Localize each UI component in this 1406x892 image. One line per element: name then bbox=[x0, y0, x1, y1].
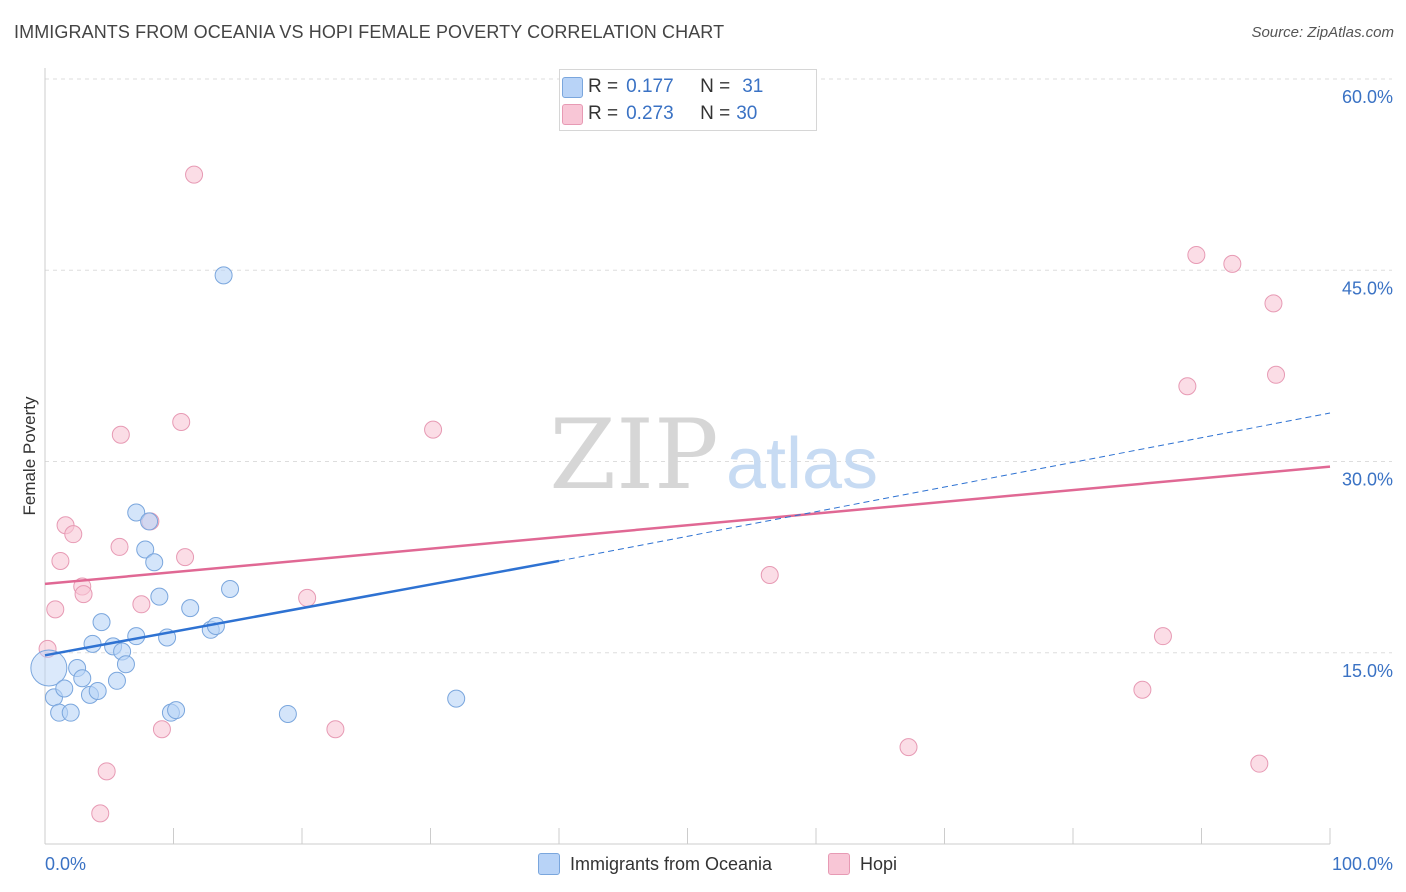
data-point-oceania bbox=[30, 649, 68, 687]
legend-n-value: 30 bbox=[736, 103, 758, 124]
data-point-oceania bbox=[221, 580, 240, 598]
chart-title: IMMIGRANTS FROM OCEANIA VS HOPI FEMALE P… bbox=[14, 22, 725, 42]
source-credit: Source: ZipAtlas.com bbox=[1251, 24, 1394, 41]
data-point-hopi bbox=[185, 165, 204, 184]
data-point-oceania bbox=[127, 627, 146, 646]
data-point-oceania bbox=[61, 703, 80, 722]
data-point-oceania bbox=[140, 512, 159, 531]
data-point-hopi bbox=[1250, 754, 1269, 773]
data-point-hopi bbox=[110, 537, 129, 556]
grid-lines bbox=[45, 78, 1392, 654]
data-point-hopi bbox=[176, 548, 195, 567]
data-point-oceania bbox=[447, 689, 466, 708]
data-point-oceania bbox=[150, 587, 169, 606]
data-point-oceania bbox=[127, 503, 146, 522]
data-point-hopi bbox=[172, 412, 191, 431]
legend-r-label: R = bbox=[588, 76, 619, 97]
data-point-hopi bbox=[298, 588, 317, 607]
legend-n-label: N = bbox=[700, 76, 731, 97]
legend-r-value: 0.177 bbox=[626, 76, 674, 97]
legend-swatch-oceania bbox=[562, 77, 583, 98]
trend-lines bbox=[44, 412, 1331, 657]
data-point-oceania bbox=[88, 682, 107, 700]
data-point-hopi bbox=[64, 525, 83, 544]
data-point-hopi bbox=[51, 551, 70, 570]
data-point-oceania bbox=[83, 634, 102, 653]
y-tick-label: 15.0% bbox=[1342, 661, 1393, 681]
axes bbox=[44, 68, 1331, 845]
legend-n-label: N = bbox=[700, 103, 731, 124]
legend-label-oceania: Immigrants from Oceania bbox=[570, 853, 773, 874]
data-point-hopi bbox=[74, 585, 93, 604]
data-point-oceania bbox=[181, 599, 200, 618]
legend-n-value: 31 bbox=[742, 76, 764, 97]
stats-legend: R = 0.177 N = 31 R = 0.273 N = 30 bbox=[559, 69, 817, 131]
data-point-oceania bbox=[214, 266, 233, 285]
legend-row-hopi: R = 0.273 N = 30 bbox=[562, 101, 758, 127]
data-point-hopi bbox=[1264, 294, 1283, 313]
data-point-oceania bbox=[167, 701, 186, 720]
data-point-hopi bbox=[760, 565, 779, 584]
y-tick-label: 45.0% bbox=[1342, 278, 1393, 298]
legend-r-value: 0.273 bbox=[626, 103, 674, 124]
y-tick-label: 60.0% bbox=[1342, 87, 1393, 107]
legend-r-label: R = bbox=[588, 103, 619, 124]
data-point-hopi bbox=[1223, 254, 1242, 273]
bottom-legend-oceania[interactable]: Immigrants from Oceania bbox=[538, 852, 772, 876]
hopi-points bbox=[38, 165, 1286, 823]
data-point-hopi bbox=[46, 600, 65, 619]
data-point-hopi bbox=[326, 720, 345, 739]
legend-swatch-oceania bbox=[538, 853, 560, 875]
legend-label-hopi: Hopi bbox=[860, 853, 898, 874]
watermark-zip: ZIP bbox=[549, 399, 718, 511]
trend-line-oceania bbox=[44, 559, 560, 657]
data-point-oceania bbox=[116, 655, 135, 674]
data-point-oceania bbox=[107, 671, 126, 690]
data-point-hopi bbox=[1187, 245, 1206, 264]
data-point-hopi bbox=[91, 804, 110, 823]
data-point-hopi bbox=[1178, 377, 1197, 396]
data-point-oceania bbox=[73, 669, 92, 688]
data-point-oceania bbox=[136, 540, 155, 559]
data-point-hopi bbox=[1133, 680, 1152, 699]
trend-line-oceania-extension bbox=[558, 412, 1331, 562]
legend-swatch-hopi bbox=[828, 853, 850, 875]
y-tick-label: 30.0% bbox=[1342, 470, 1393, 490]
data-point-hopi bbox=[1267, 365, 1286, 384]
data-point-hopi bbox=[97, 762, 116, 781]
data-point-oceania bbox=[145, 553, 164, 572]
watermark-atlas: atlas bbox=[726, 424, 878, 504]
legend-row-oceania: R = 0.177 N = 31 bbox=[562, 74, 764, 100]
data-point-oceania bbox=[92, 613, 111, 632]
legend-swatch-hopi bbox=[562, 104, 583, 125]
data-point-hopi bbox=[899, 738, 918, 757]
x-tick-label: 0.0% bbox=[45, 854, 86, 874]
x-tick-label: 100.0% bbox=[1332, 854, 1393, 874]
trend-line-hopi bbox=[44, 465, 1331, 586]
oceania-points bbox=[30, 266, 466, 723]
data-point-hopi bbox=[424, 420, 443, 439]
tick-labels: 15.0% 30.0% 45.0% 60.0% 0.0% 100.0% bbox=[45, 87, 1393, 874]
data-point-hopi bbox=[152, 720, 171, 739]
data-point-hopi bbox=[1153, 627, 1172, 646]
data-point-hopi bbox=[132, 595, 151, 614]
data-point-oceania bbox=[55, 679, 74, 698]
watermark: ZIP atlas bbox=[549, 399, 878, 511]
data-point-oceania bbox=[278, 704, 297, 723]
bottom-legend-hopi[interactable]: Hopi bbox=[828, 852, 897, 876]
data-point-hopi bbox=[111, 425, 130, 444]
